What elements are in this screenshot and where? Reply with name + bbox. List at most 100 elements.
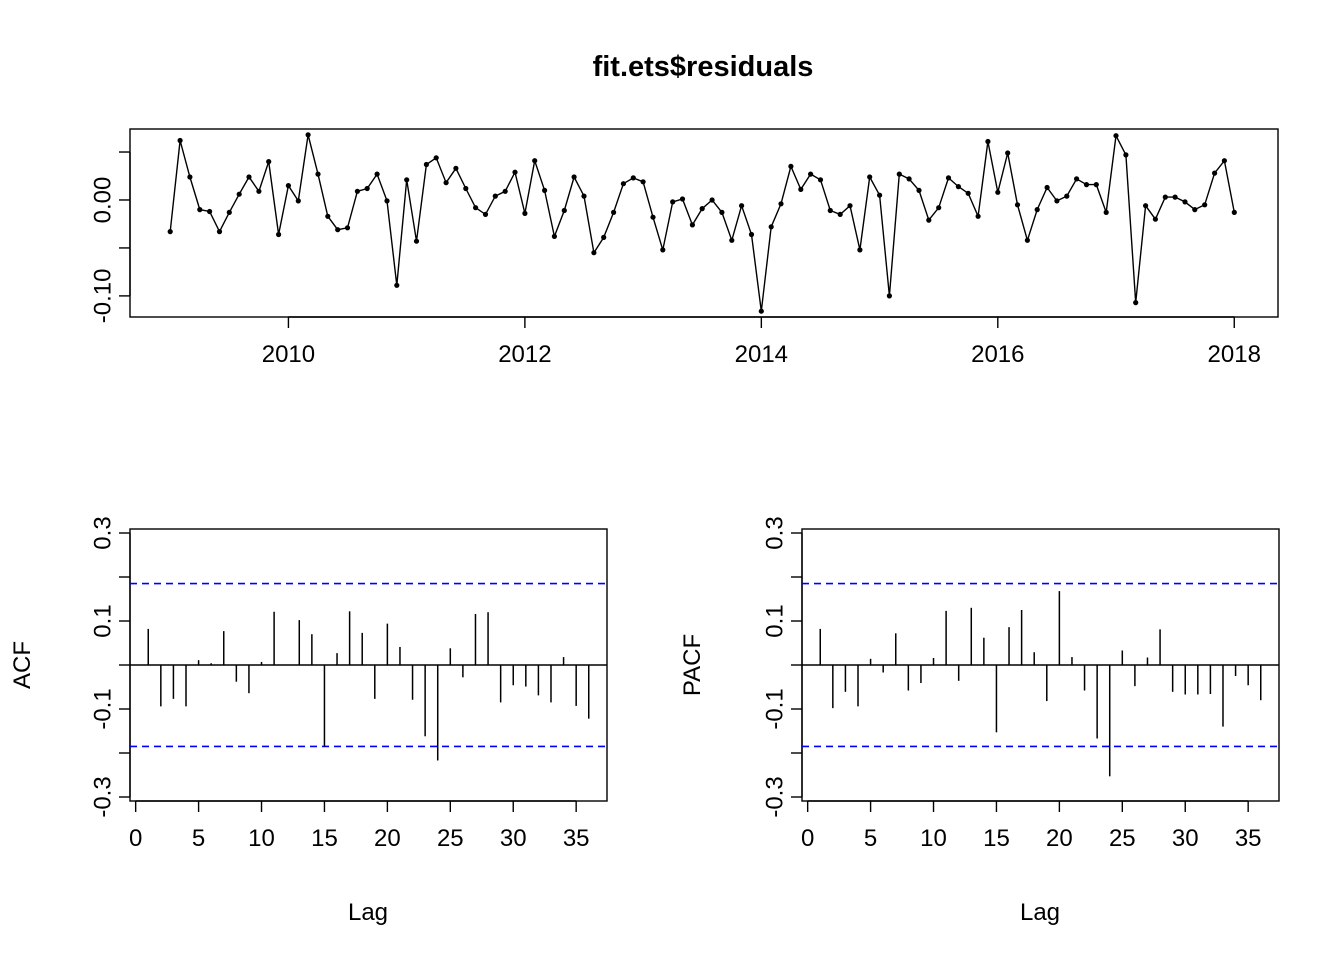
y-tick-label: 0.3 bbox=[89, 516, 116, 549]
data-point bbox=[660, 247, 666, 253]
data-point bbox=[985, 138, 991, 145]
data-point bbox=[1172, 194, 1178, 200]
y-tick-label: 0.1 bbox=[761, 604, 788, 637]
residuals-line bbox=[169, 133, 1235, 312]
x-tick-label: 2018 bbox=[1208, 341, 1261, 368]
data-point bbox=[1093, 182, 1099, 188]
data-point bbox=[896, 171, 902, 177]
acf-panel: 0 5 10 15 20 25 30 35 -0.3 -0.1 0.1 0.3 Lag ACF bbox=[9, 516, 608, 926]
data-point bbox=[236, 191, 242, 197]
plot-frame bbox=[129, 128, 1279, 318]
data-point bbox=[847, 203, 853, 209]
y-tick-label: 0.1 bbox=[89, 604, 116, 637]
data-point bbox=[1044, 184, 1050, 191]
data-point bbox=[187, 174, 193, 180]
data-point bbox=[502, 188, 508, 194]
x-axis-label: Lag bbox=[1020, 899, 1060, 926]
data-point bbox=[207, 208, 213, 215]
data-point bbox=[551, 233, 558, 239]
data-point bbox=[768, 224, 774, 230]
x-tick-label: 20 bbox=[374, 825, 401, 852]
data-point bbox=[522, 210, 528, 216]
data-point bbox=[837, 211, 843, 217]
data-point bbox=[877, 192, 883, 198]
data-point bbox=[512, 169, 518, 175]
data-point bbox=[748, 231, 755, 238]
data-point bbox=[916, 187, 922, 193]
data-point bbox=[758, 308, 764, 314]
data-point bbox=[492, 193, 498, 199]
residuals-series bbox=[167, 132, 1237, 314]
data-point bbox=[1202, 202, 1208, 208]
data-point bbox=[975, 213, 981, 219]
data-point bbox=[335, 227, 341, 233]
data-point bbox=[1162, 194, 1168, 200]
data-point bbox=[699, 206, 705, 212]
data-point bbox=[591, 250, 597, 256]
data-point bbox=[965, 190, 971, 196]
x-axis: 0 5 10 15 20 25 30 35 bbox=[129, 800, 590, 852]
data-point bbox=[650, 214, 656, 220]
x-axis: 0 5 10 15 20 25 30 35 bbox=[801, 800, 1262, 852]
data-point bbox=[955, 184, 962, 190]
data-point bbox=[1113, 133, 1119, 139]
data-point bbox=[798, 186, 804, 192]
data-point bbox=[305, 132, 311, 138]
data-point bbox=[344, 225, 351, 231]
data-point bbox=[433, 155, 439, 161]
data-point bbox=[167, 229, 173, 235]
data-point bbox=[670, 199, 676, 205]
data-point bbox=[177, 137, 183, 144]
data-point bbox=[561, 207, 567, 214]
data-point bbox=[453, 165, 459, 171]
data-point bbox=[709, 197, 715, 203]
data-point bbox=[778, 201, 784, 207]
data-point bbox=[1212, 170, 1218, 176]
data-point bbox=[266, 159, 272, 165]
y-tick-label: 0.00 bbox=[89, 177, 116, 224]
pacf-panel: 0 5 10 15 20 25 30 35 -0.3 -0.1 0.1 0.3 Lag PACF bbox=[679, 516, 1280, 926]
data-point bbox=[1143, 203, 1149, 209]
data-point bbox=[995, 189, 1001, 195]
data-point bbox=[276, 231, 282, 238]
data-point bbox=[827, 207, 833, 214]
x-tick-label: 2016 bbox=[971, 341, 1024, 368]
x-tick-label: 0 bbox=[129, 825, 142, 852]
y-axis: -0.10 0.00 bbox=[89, 151, 131, 324]
y-tick-label: -0.10 bbox=[89, 269, 116, 324]
data-point bbox=[542, 187, 548, 193]
data-point bbox=[1182, 199, 1188, 205]
data-point bbox=[1014, 202, 1021, 208]
data-point bbox=[384, 198, 390, 204]
y-axis-label: ACF bbox=[9, 641, 36, 689]
data-point bbox=[906, 176, 912, 182]
data-point bbox=[423, 161, 429, 168]
data-point bbox=[1133, 300, 1139, 306]
data-point bbox=[532, 158, 538, 164]
data-point bbox=[1083, 182, 1090, 188]
x-tick-label: 20 bbox=[1046, 825, 1073, 852]
data-point bbox=[1221, 158, 1227, 164]
data-point bbox=[1054, 198, 1060, 204]
data-point bbox=[689, 222, 696, 228]
data-point bbox=[571, 174, 577, 180]
x-tick-label: 30 bbox=[1172, 825, 1199, 852]
data-point bbox=[719, 209, 725, 215]
data-point bbox=[817, 177, 824, 183]
data-point bbox=[1123, 152, 1129, 158]
x-tick-label: 2012 bbox=[498, 341, 551, 368]
data-point bbox=[679, 196, 686, 202]
data-point bbox=[601, 234, 607, 240]
data-point bbox=[630, 175, 636, 181]
x-tick-label: 30 bbox=[500, 825, 527, 852]
chart-title: fit.ets$residuals bbox=[593, 51, 814, 83]
pacf-bars bbox=[802, 582, 1279, 777]
data-point bbox=[463, 185, 469, 192]
x-tick-label: 15 bbox=[311, 825, 338, 852]
data-point bbox=[926, 217, 932, 223]
data-point bbox=[364, 185, 370, 192]
data-point bbox=[867, 174, 873, 180]
data-point bbox=[246, 174, 252, 180]
data-point bbox=[808, 171, 814, 177]
x-tick-label: 5 bbox=[864, 825, 877, 852]
